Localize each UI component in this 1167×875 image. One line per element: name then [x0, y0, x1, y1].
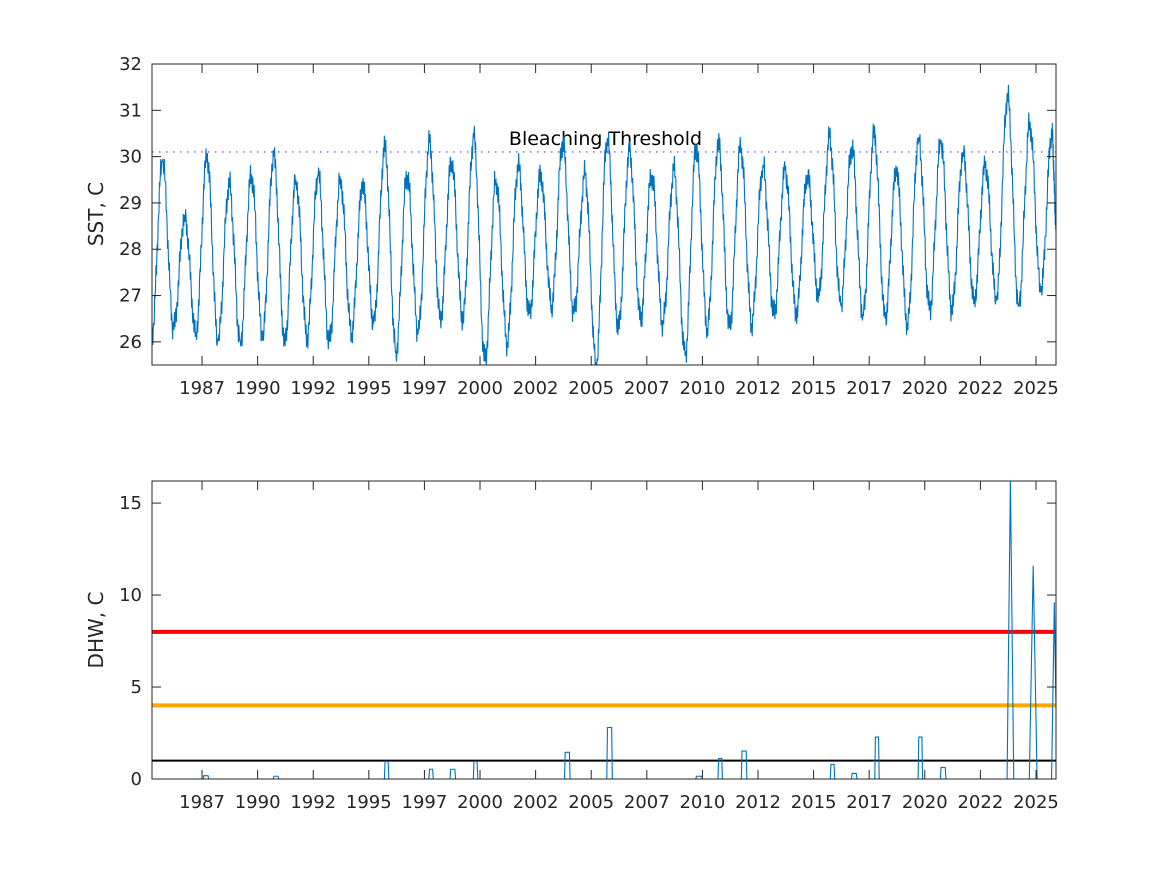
x-tick-label: 2007: [624, 378, 670, 399]
x-tick-label: 1990: [235, 378, 281, 399]
y-tick-label: 30: [119, 147, 142, 168]
x-tick-label: 2020: [902, 792, 948, 813]
x-tick-label: 2017: [846, 378, 892, 399]
x-tick-label: 1987: [179, 378, 225, 399]
plot-area: [152, 84, 1056, 365]
x-tick-label: 1987: [179, 792, 225, 813]
x-tick-label: 2010: [679, 792, 725, 813]
y-tick-label: 28: [119, 239, 142, 260]
x-tick-label: 2020: [902, 378, 948, 399]
x-tick-label: 2000: [457, 378, 503, 399]
dhw-series-line: [152, 481, 1056, 779]
y-tick-label: 26: [119, 332, 142, 353]
x-tick-label: 1995: [346, 792, 392, 813]
x-tick-label: 1990: [235, 792, 281, 813]
x-tick-label: 2002: [513, 792, 559, 813]
y-tick-label: 5: [131, 677, 142, 698]
y-tick-label: 31: [119, 100, 142, 121]
bleaching-threshold-label: Bleaching Threshold: [509, 128, 702, 150]
x-tick-label: 2025: [1013, 792, 1059, 813]
y-tick-label: 15: [119, 493, 142, 514]
x-tick-label: 2017: [846, 792, 892, 813]
x-tick-label: 2007: [624, 792, 670, 813]
y-tick-label: 10: [119, 585, 142, 606]
sst-ylabel: SST, C: [84, 182, 108, 246]
plot-area: [152, 481, 1056, 779]
x-tick-label: 2015: [791, 792, 837, 813]
x-tick-label: 2010: [679, 378, 725, 399]
x-tick-label: 2002: [513, 378, 559, 399]
x-tick-label: 2025: [1013, 378, 1059, 399]
sst-axes: SST, C Bleaching Threshold 1987 1990 1992 1…: [84, 54, 1059, 399]
x-tick-label: 2022: [957, 792, 1003, 813]
x-tick-label: 2005: [568, 378, 614, 399]
x-tick-label: 2022: [957, 378, 1003, 399]
x-tick-label: 2012: [735, 792, 781, 813]
y-tick-label: 0: [131, 769, 142, 790]
axes-box: [151, 480, 1057, 780]
x-tick-label: 1992: [290, 792, 336, 813]
axes-box: [151, 63, 1057, 366]
dhw-ylabel: DHW, C: [84, 592, 108, 669]
y-tick-label: 27: [119, 286, 142, 307]
y-tick-label: 29: [119, 193, 142, 214]
x-tick-label: 1992: [290, 378, 336, 399]
x-tick-label: 2000: [457, 792, 503, 813]
x-tick-label: 1995: [346, 378, 392, 399]
x-tick-label: 2005: [568, 792, 614, 813]
dhw-axes: DHW, C 1987 1990 1992 1995 1997 2000 2002 2005 2…: [84, 480, 1059, 813]
y-tick-label: 32: [119, 54, 142, 75]
x-tick-label: 1997: [402, 792, 448, 813]
x-tick-label: 2012: [735, 378, 781, 399]
x-tick-label: 1997: [402, 378, 448, 399]
x-tick-label: 2015: [791, 378, 837, 399]
